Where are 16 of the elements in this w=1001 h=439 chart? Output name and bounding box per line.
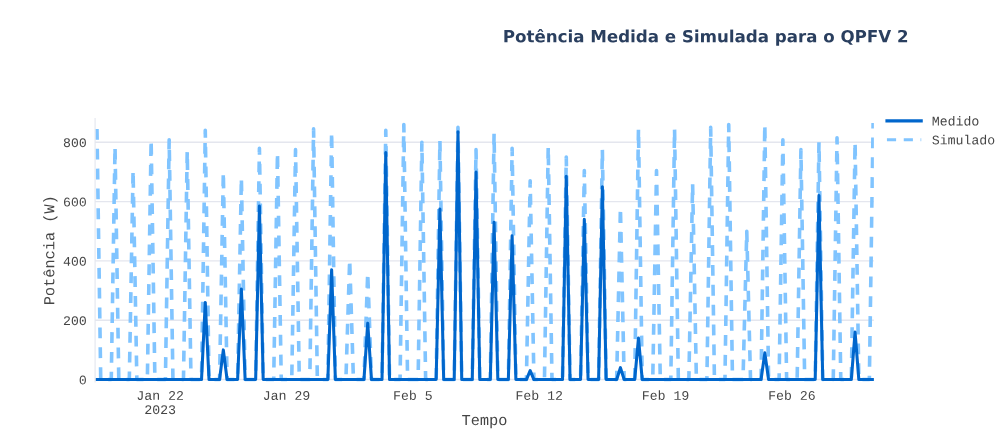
y-tick-label: 800 (63, 138, 86, 148)
y-tick-label: 600 (63, 197, 86, 207)
x-tick-label: Feb 26 (769, 390, 815, 400)
x-tick-label: Jan 22 2023 (137, 391, 183, 415)
x-tick-label: Feb 12 (516, 390, 563, 400)
y-tick-label: 0 (79, 375, 86, 385)
legend-label: Simulado (932, 134, 995, 145)
x-tick-label: Jan 29 (263, 391, 310, 400)
x-tick-label: Feb 19 (643, 390, 689, 400)
x-axis-title: Tempo (462, 415, 507, 429)
chart-title: Potência Medida e Simulada para o QPFV 2 (504, 28, 908, 46)
y-tick-label: 200 (63, 316, 86, 326)
y-tick-label: 400 (63, 256, 86, 266)
legend-label: Medido (932, 115, 979, 126)
x-tick-label: Feb 5 (394, 390, 432, 400)
y-axis-title: Potência (W) (43, 197, 58, 305)
